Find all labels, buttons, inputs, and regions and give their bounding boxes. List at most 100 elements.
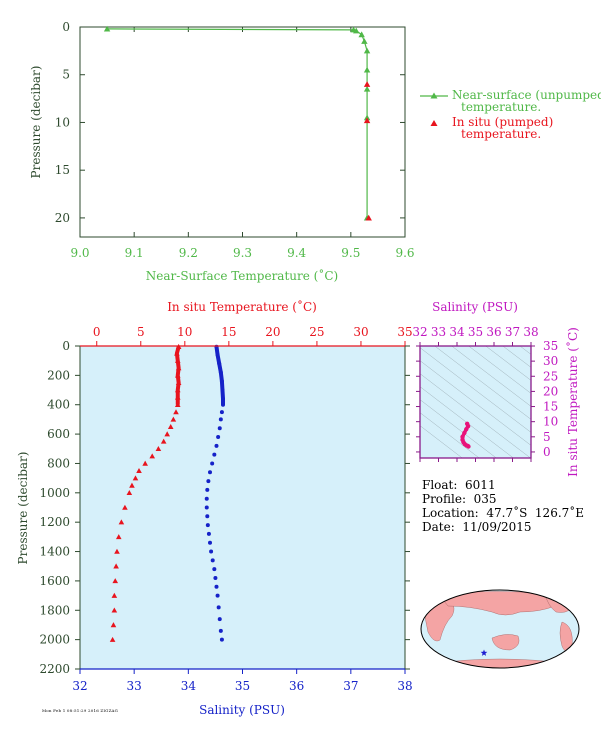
ts-x-tick-label: 37 (505, 325, 520, 339)
profile-chart: 0 5 10 15 20 25 30 35 32 33 34 35 36 37 38 0 200 400 600 80… (16, 299, 413, 717)
ts-x-tick-label: 32 (412, 325, 427, 339)
ts-point (462, 430, 467, 436)
salinity-point (206, 531, 211, 536)
temperature-dense-segment (174, 346, 181, 405)
salinity-point (208, 540, 212, 545)
salinity-point (214, 443, 219, 448)
salinity-point (204, 496, 209, 501)
temperature-tick-label: 25 (309, 325, 324, 339)
temperature-tick-label: 20 (265, 325, 280, 339)
ts-frame (419, 345, 532, 459)
near-surface-point (363, 47, 371, 54)
salinity-point (209, 549, 214, 554)
temperature-point (110, 622, 117, 628)
top-y-tick-label: 20 (55, 211, 70, 225)
top-x-tick-label: 9.1 (125, 246, 144, 260)
profile-y-tick-label: 1400 (39, 545, 70, 559)
ts-x-axis-label: Salinity (PSU) (432, 300, 518, 314)
temperature-tick-label: 15 (221, 325, 236, 339)
temperature-point (167, 423, 174, 429)
ts-x-tick-label: 35 (468, 325, 483, 339)
profile-number: Profile: 035 (422, 492, 497, 506)
profile-y-axis-label: Pressure (decibar) (16, 452, 30, 565)
profile-axis-ticks: 0 5 10 15 20 25 30 35 32 33 34 35 36 37 38 0 200 400 600 80… (39, 325, 412, 693)
profile-y-tick-label: 0 (62, 339, 70, 353)
ts-y-tick-label: 15 (543, 400, 558, 414)
salinity-point (219, 637, 224, 642)
near-surface-point (353, 27, 360, 34)
temperature-point (118, 519, 125, 525)
ts-x-tick-label: 33 (431, 325, 446, 339)
salinity-point (218, 628, 223, 633)
near-surface-point (363, 66, 371, 73)
temperature-point (111, 607, 118, 613)
top-chart-frame (79, 26, 406, 238)
top-x-tick-label: 9.4 (287, 246, 306, 260)
top-x-tick-label: 9.5 (341, 246, 360, 260)
profile-y-tick-label: 1600 (39, 574, 70, 588)
ts-point (460, 434, 465, 440)
top-axis-ticks: 9.0 9.1 9.2 9.3 9.4 9.5 9.6 0 5 10 15 20 (55, 20, 415, 260)
ts-y-axis-label: In situ Temperature (˚C) (565, 327, 580, 477)
top-y-axis-label: Pressure (decibar) (29, 66, 43, 179)
profile-plot-background (80, 346, 405, 669)
date: Date: 11/09/2015 (422, 520, 532, 534)
ts-y-tick-label: 25 (543, 369, 558, 383)
density-contour (502, 346, 531, 368)
temperature-point (126, 490, 133, 496)
temperature-tick-label: 30 (353, 325, 368, 339)
temperature-point (149, 453, 156, 459)
salinity-point (208, 470, 212, 475)
top-y-tick-label: 10 (55, 115, 70, 129)
profile-y-tick-label: 2000 (39, 633, 70, 647)
salinity-axis-label: Salinity (PSU) (199, 703, 285, 717)
near-surface-point (361, 38, 368, 44)
float-location-marker (480, 649, 488, 656)
salinity-point (216, 605, 221, 610)
temperature-tick-label: 35 (397, 325, 412, 339)
float-id: Float: 6011 (422, 478, 496, 492)
density-contour (451, 346, 531, 407)
salinity-point (205, 523, 210, 528)
profile-series (109, 343, 225, 642)
salinity-tick-label: 35 (235, 679, 250, 693)
temperature-point (164, 431, 170, 437)
legend-marker-near-surface (430, 92, 438, 99)
top-chart: Near-Surface Temperature (˚C) Pressure (… (29, 20, 601, 283)
top-series (103, 25, 372, 221)
ts-x-tick-label: 34 (449, 325, 465, 339)
salinity-tick-label: 36 (289, 679, 304, 693)
land-eurasia (439, 591, 556, 616)
salinity-dense-segment (214, 346, 225, 405)
ts-y-tick-label: 10 (543, 415, 558, 429)
in-situ-point (365, 214, 372, 221)
temperature-point (132, 475, 139, 481)
profile-y-tick-label: 1000 (39, 486, 70, 500)
temperature-point (112, 578, 119, 584)
density-contour (420, 399, 497, 458)
salinity-tick-label: 38 (397, 679, 412, 693)
density-contour (434, 346, 531, 420)
temperature-point (114, 548, 120, 554)
ts-y-tick-label: 0 (543, 445, 551, 459)
salinity-point (215, 593, 220, 598)
legend-label-in-situ-line2: temperature. (461, 127, 541, 141)
temperature-axis-label: In situ Temperature (˚C) (167, 299, 317, 314)
density-contour (420, 347, 531, 433)
near-surface-point (103, 25, 111, 32)
legend-label-near-surface: Near-surface (unpumped) (452, 88, 601, 102)
salinity-point (206, 479, 211, 484)
density-contour (420, 373, 531, 458)
profile-y-tick-label: 600 (47, 427, 70, 441)
salinity-point (210, 558, 215, 563)
density-contour (420, 425, 463, 458)
salinity-tick-label: 34 (181, 679, 197, 693)
temperature-point (109, 636, 116, 642)
legend-marker-in-situ (430, 120, 438, 126)
ts-points (460, 421, 471, 449)
temperature-point (129, 482, 135, 488)
temperature-tick-label: 0 (93, 325, 101, 339)
